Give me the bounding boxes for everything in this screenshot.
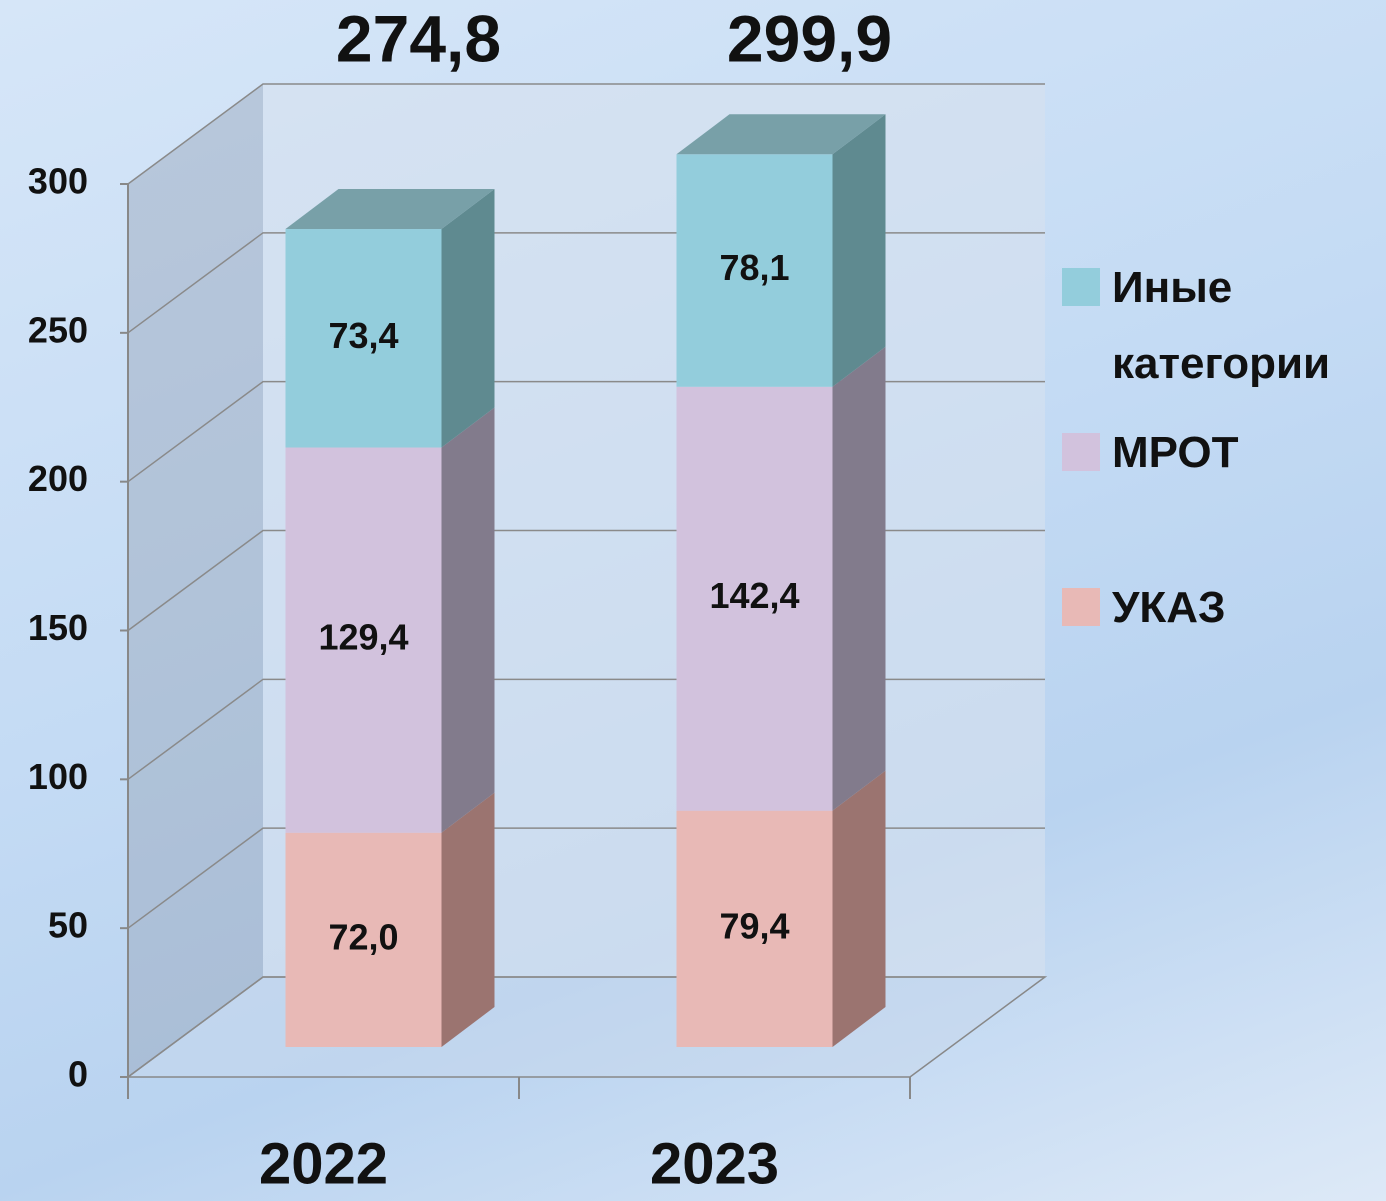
total-label: 274,8 (336, 1, 501, 75)
legend-item: УКАЗ (1062, 570, 1382, 646)
y-tick-label: 0 (68, 1054, 88, 1095)
floor (128, 977, 1045, 1077)
x-tick-label: 2023 (650, 1131, 779, 1196)
total-label: 299,9 (727, 1, 892, 75)
data-label: 79,4 (719, 905, 789, 946)
y-tick-label: 100 (28, 756, 88, 797)
y-tick-label: 300 (28, 161, 88, 202)
bar-side (442, 793, 495, 1047)
chart: 0 50 100 150 200 250 300 2022 72,0 129,4 73,4 274,8… (0, 0, 1386, 1201)
data-label: 73,4 (328, 315, 398, 356)
bar-side (442, 189, 495, 447)
bar-side (833, 771, 886, 1047)
legend-swatch (1062, 433, 1100, 471)
data-label: 72,0 (328, 916, 398, 957)
legend-label: УКАЗ (1112, 570, 1226, 646)
legend-item: Иные категории (1062, 250, 1382, 402)
bar-side (833, 114, 886, 386)
y-tick-label: 250 (28, 309, 88, 350)
legend-swatch (1062, 588, 1100, 626)
data-label: 142,4 (709, 575, 799, 616)
legend-label: МРОТ (1112, 415, 1239, 491)
x-tick-label: 2022 (259, 1131, 388, 1196)
data-label: 78,1 (719, 247, 789, 288)
data-label: 129,4 (318, 617, 408, 658)
legend-item: МРОТ (1062, 415, 1382, 491)
bar-side (442, 407, 495, 832)
legend-label: Иные категории (1112, 250, 1382, 402)
y-tick-label: 50 (48, 905, 88, 946)
y-tick-label: 150 (28, 607, 88, 648)
legend-swatch (1062, 268, 1100, 306)
y-tick-label: 200 (28, 458, 88, 499)
bar-side (833, 347, 886, 811)
